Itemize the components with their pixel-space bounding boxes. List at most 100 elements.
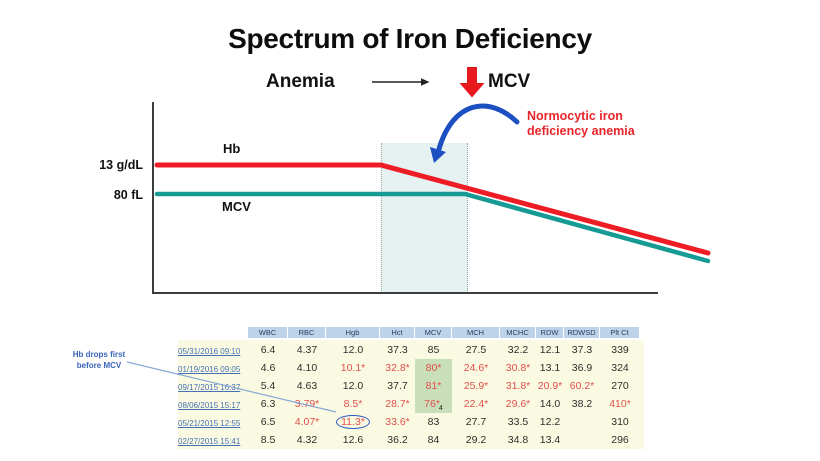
lab-value-cell: 4.07* [294, 416, 320, 428]
mcv-line-label: MCV [222, 199, 251, 214]
result-date-link[interactable]: 01/19/2016 09:05 [178, 365, 241, 374]
y-axis [152, 102, 154, 294]
result-date-link[interactable]: 08/06/2015 15:17 [178, 401, 241, 410]
table-row: 09/17/2015 16:37 5.4 4.63 12.0 37.7 81* 25.9* 3… [178, 377, 644, 395]
result-date-link[interactable]: 05/31/2016 09:10 [178, 347, 241, 356]
lab-value-cell: 13.1 [539, 362, 561, 374]
anemia-label: Anemia [266, 71, 335, 92]
column-header-rdwsd: RDWSD [564, 327, 599, 338]
table-body: 05/31/2016 09:10 6.4 4.37 12.0 37.3 85 27.5 32.… [178, 340, 644, 449]
column-header-wbc: WBC [248, 327, 287, 338]
hb-reference-label: 13 g/dL [99, 158, 143, 172]
lab-value-cell: 81* [415, 377, 452, 395]
lab-value-cell: 4.32 [296, 434, 318, 446]
lab-value-cell: 8.5* [343, 398, 363, 410]
result-date-link[interactable]: 02/27/2015 15:41 [178, 437, 241, 446]
normocytic-annotation: Normocytic iron deficiency anemia [527, 109, 635, 138]
lab-value-cell: 20.9* [537, 380, 563, 392]
normocytic-annotation-line1: Normocytic iron [527, 109, 623, 123]
column-header-mch: MCH [452, 327, 499, 338]
lab-value-cell: 27.5 [465, 344, 487, 356]
lab-value-cell: 33.5 [507, 416, 529, 428]
table-row: 05/21/2015 12:55 6.5 4.07* 11.3* 33.6* 83 27.7… [178, 413, 644, 431]
lab-value-cell: 14.0 [539, 398, 561, 410]
lab-value-cell: 29.6* [505, 398, 531, 410]
lab-value-cell: 10.1* [340, 362, 366, 374]
note-line1: Hb drops first [72, 350, 126, 359]
date-cell: 09/17/2015 16:37 [178, 377, 248, 395]
lab-value-cell: 6.5 [260, 416, 276, 428]
lab-value-cell: 324 [611, 362, 629, 374]
lab-value-cell: 33.6* [385, 416, 410, 428]
column-header-hct: Hct [380, 327, 414, 338]
lab-value-cell: 12.1 [539, 344, 561, 356]
lab-value-cell: 24.6* [463, 362, 489, 374]
lab-value-cell: 30.8* [505, 362, 531, 374]
lab-value-cell: 4.10 [296, 362, 318, 374]
lab-value-cell: 37.7 [387, 380, 408, 392]
date-cell: 01/19/2016 09:05 [178, 359, 248, 377]
lab-value-cell: 270 [611, 380, 629, 392]
lab-value-cell: 38.2 [571, 398, 593, 410]
mcv-reference-label: 80 fL [113, 188, 143, 202]
lab-value-cell [564, 431, 600, 449]
lab-value-cell: 4.37 [296, 344, 318, 356]
normocytic-highlight-band [381, 143, 468, 293]
lab-value-cell: 85 [427, 344, 440, 356]
lab-value-cell: 31.8* [505, 380, 531, 392]
lab-value-cell: 12.2 [539, 416, 561, 428]
lab-results-table: WBC RBC Hgb Hct MCV MCH MCHC RDW RDWSD Plt Ct 05/… [178, 327, 644, 449]
lab-value-cell: 34.8 [507, 434, 529, 446]
lab-value-cell: 310 [611, 416, 629, 428]
lab-value-cell: 37.3 [387, 344, 408, 356]
lab-value-cell: 4.63 [296, 380, 318, 392]
slide-title: Spectrum of Iron Deficiency [228, 23, 592, 54]
lab-value-cell: 83 [427, 416, 440, 428]
result-date-link[interactable]: 05/21/2015 12:55 [178, 419, 241, 428]
circled-value: 11.3* [336, 415, 370, 429]
date-cell: 08/06/2015 15:17 [178, 395, 248, 413]
lab-value-cell: 5.4 [260, 380, 276, 392]
lab-value-cell: 13.4 [539, 434, 561, 446]
lab-value-cell: 410* [609, 398, 631, 410]
x-axis [152, 292, 658, 294]
down-arrow-icon [459, 67, 485, 98]
lab-value-cell: 6.3 [260, 398, 276, 410]
table-row: 01/19/2016 09:05 4.6 4.10 10.1* 32.8* 80* 24.6… [178, 359, 644, 377]
date-cell: 05/31/2016 09:10 [178, 341, 248, 359]
lab-value-cell: 28.7* [385, 398, 410, 410]
note-line2: before MCV [76, 361, 122, 370]
lab-value-cell: 11.3* [326, 413, 380, 431]
lab-value-cell: 8.5 [260, 434, 276, 446]
lab-value-cell: 12.0 [342, 344, 364, 356]
lab-value-cell: 25.9* [463, 380, 489, 392]
lab-value-cell: 76*4 [415, 395, 452, 413]
column-header-pltct: Plt Ct [600, 327, 639, 338]
column-header-rbc: RBC [288, 327, 325, 338]
right-arrow-head-icon [421, 78, 430, 86]
lab-value-cell: 36.9 [571, 362, 593, 374]
lab-value-cell: 3.79* [294, 398, 320, 410]
hb-line-label: Hb [223, 141, 241, 156]
lab-value-cell: 4.6 [260, 362, 276, 374]
header-date-spacer [178, 327, 248, 338]
lab-value-cell: 37.3 [571, 344, 593, 356]
lab-value-cell: 296 [611, 434, 629, 446]
column-header-mchc: MCHC [500, 327, 535, 338]
table-row: 08/06/2015 15:17 6.3 3.79* 8.5* 28.7* 76*4 22.… [178, 395, 644, 413]
table-row: 02/27/2015 15:41 8.5 4.32 12.6 36.2 84 29.2 34.… [178, 431, 644, 449]
result-date-link[interactable]: 09/17/2015 16:37 [178, 383, 241, 392]
lab-value-cell: 29.2 [465, 434, 487, 446]
lab-value-cell: 80* [415, 359, 452, 377]
column-header-hgb: Hgb [326, 327, 379, 338]
lab-value-cell: 12.6 [342, 434, 364, 446]
table-header-row: WBC RBC Hgb Hct MCV MCH MCHC RDW RDWSD Plt Ct [178, 327, 644, 338]
column-header-mcv: MCV [415, 327, 451, 338]
normocytic-annotation-line2: deficiency anemia [527, 123, 635, 138]
lab-value-cell: 84 [427, 434, 440, 446]
lab-value-cell: 6.4 [260, 344, 276, 356]
lab-value-cell: 36.2 [387, 434, 408, 446]
lab-value-cell: 27.7 [465, 416, 487, 428]
date-cell: 05/21/2015 12:55 [178, 413, 248, 431]
